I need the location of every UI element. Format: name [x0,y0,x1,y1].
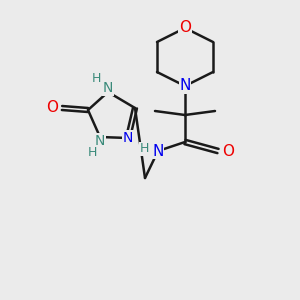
Text: O: O [179,20,191,35]
Text: O: O [46,100,58,116]
Text: H: H [87,146,97,158]
Text: N: N [95,134,105,148]
Text: N: N [152,143,164,158]
Text: N: N [103,81,113,95]
Text: N: N [123,131,133,145]
Text: H: H [91,73,101,85]
Text: O: O [222,143,234,158]
Text: H: H [139,142,149,155]
Text: N: N [179,79,191,94]
